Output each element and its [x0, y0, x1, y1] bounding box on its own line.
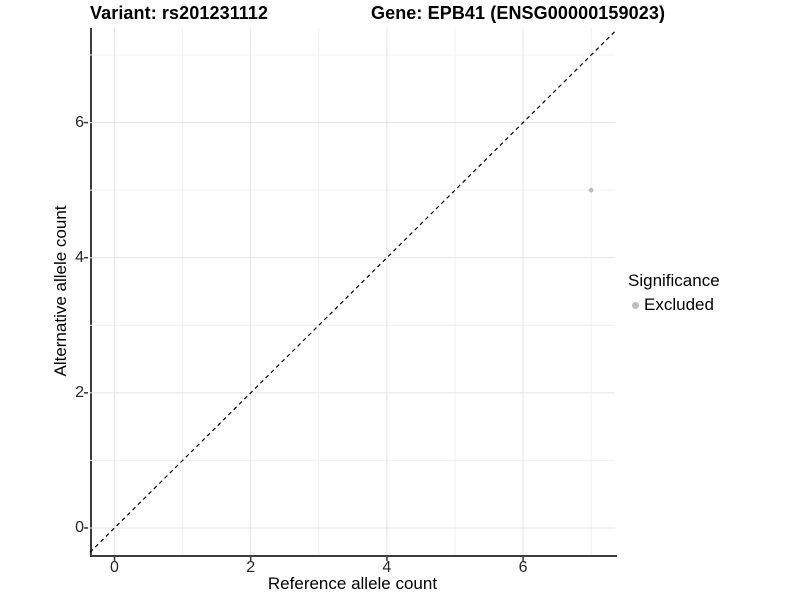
- x-axis-title: Reference allele count: [267, 574, 438, 593]
- x-tick-label-2: 2: [246, 559, 256, 576]
- x-tick-label-0: 0: [110, 559, 119, 576]
- plot-title-gene: Gene: EPB41 (ENSG00000159023): [371, 3, 666, 23]
- legend-label: Excluded: [644, 295, 714, 314]
- legend-point-icon: [632, 301, 639, 309]
- plot-title-variant: Variant: rs201231112: [90, 3, 269, 23]
- legend: Significance Excluded: [628, 271, 720, 315]
- legend-entries: Excluded: [628, 295, 720, 315]
- y-tick-label-4: 4: [75, 248, 84, 266]
- y-tick-label-6: 6: [75, 113, 84, 131]
- y-tick-label-2: 2: [75, 383, 84, 401]
- data-point-excluded: [588, 187, 594, 193]
- y-tick-label-0: 0: [75, 518, 84, 536]
- legend-entry-excluded: Excluded: [628, 295, 720, 315]
- legend-title: Significance: [628, 271, 720, 290]
- identity-line: [89, 30, 616, 553]
- y-axis-title: Alternative allele count: [51, 205, 70, 377]
- x-tick-label-4: 4: [382, 559, 392, 576]
- x-tick-label-6: 6: [518, 559, 528, 576]
